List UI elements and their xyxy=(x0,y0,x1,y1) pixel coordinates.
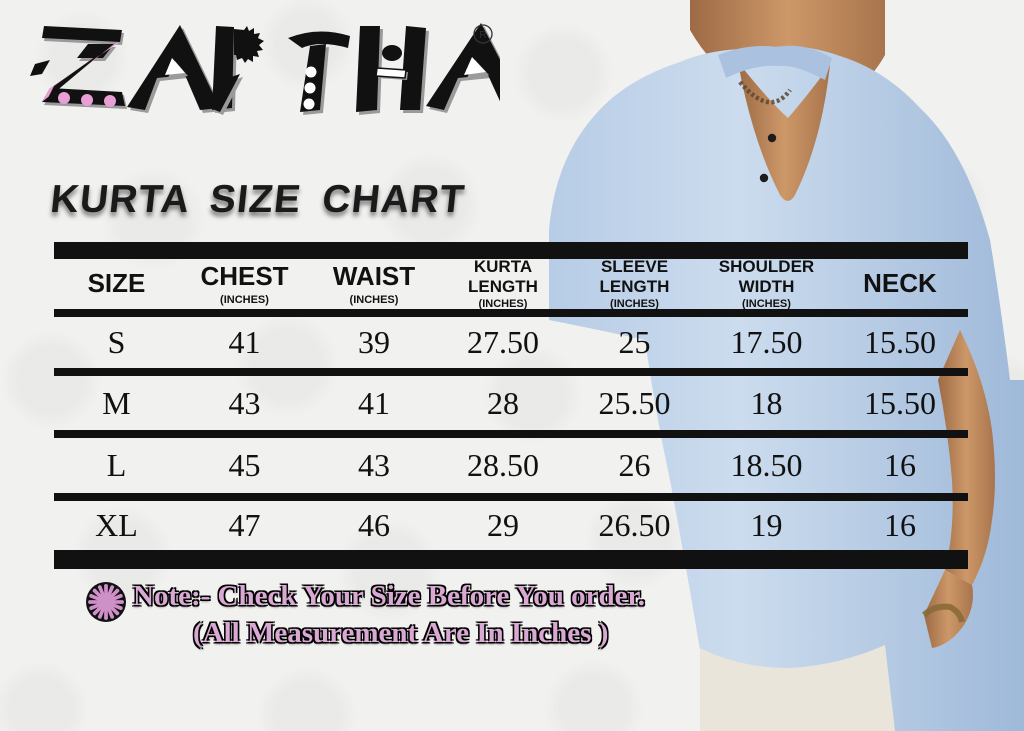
svg-text:R: R xyxy=(479,30,486,41)
